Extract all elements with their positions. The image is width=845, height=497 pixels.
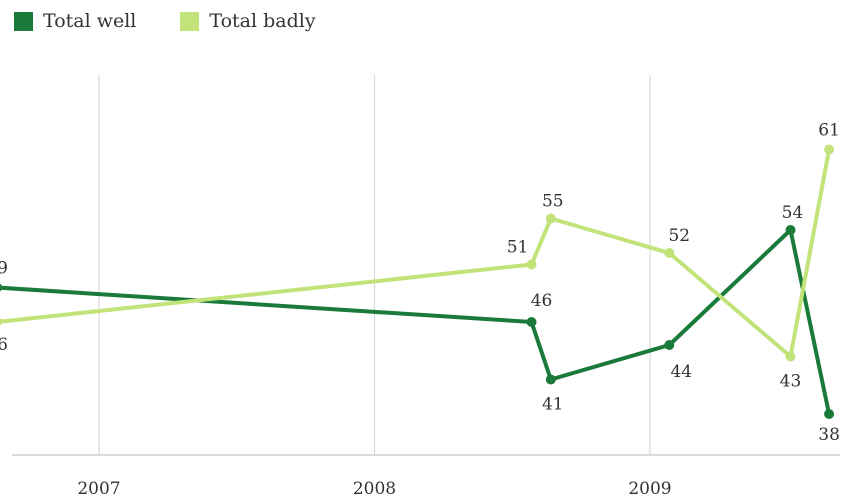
data-label-total-well-1: 46: [531, 291, 553, 311]
x-axis-ticks: 2007 2008 2009: [77, 479, 671, 497]
series-layer: [0, 144, 835, 419]
x-tick-label-2007: 2007: [77, 479, 120, 497]
data-label-total-badly-5: 61: [818, 121, 840, 141]
data-point-total-well-5: [824, 409, 835, 419]
x-tick-label-2008: 2008: [353, 479, 396, 497]
data-label-total-well-4: 54: [782, 203, 804, 223]
data-point-total-badly-2: [545, 213, 556, 224]
data-labels: 49 46 41 44 54 38 46 51 55 52 43 61: [0, 121, 840, 446]
legend: Total well Total badly: [14, 10, 316, 32]
data-label-total-well-5: 38: [818, 425, 840, 445]
data-label-total-badly-4: 43: [780, 372, 802, 392]
data-label-total-badly-2: 55: [542, 192, 564, 212]
legend-swatch-total-badly: [180, 11, 200, 31]
legend-item-total-badly: Total badly: [180, 10, 316, 32]
x-tick-label-2009: 2009: [628, 479, 671, 497]
data-point-total-badly-3: [664, 248, 675, 258]
data-label-total-badly-1: 51: [507, 238, 529, 258]
legend-label-total-badly: Total badly: [209, 10, 316, 32]
series-line-total-well: [0, 228, 832, 416]
data-label-total-well-0: 49: [0, 259, 8, 279]
data-point-total-badly-5: [824, 144, 835, 155]
data-label-total-badly-0: 46: [0, 335, 8, 355]
legend-item-total-well: Total well: [14, 10, 136, 32]
data-point-total-badly-1: [526, 259, 537, 270]
legend-label-total-well: Total well: [43, 10, 137, 32]
series-line-total-badly: [0, 147, 832, 359]
data-point-total-well-4: [785, 225, 796, 235]
legend-swatch-total-well: [14, 11, 33, 31]
data-point-total-well-2: [545, 374, 556, 385]
data-point-total-badly-4: [785, 351, 796, 362]
data-label-total-badly-3: 52: [668, 226, 690, 246]
data-point-total-badly-0: [0, 317, 3, 327]
data-point-total-well-0: [0, 283, 3, 292]
grid-lines: [98, 75, 651, 455]
data-label-total-well-2: 41: [542, 395, 564, 415]
data-point-total-well-1: [526, 317, 537, 327]
data-label-total-well-3: 44: [670, 362, 692, 382]
data-point-total-well-3: [664, 340, 675, 350]
